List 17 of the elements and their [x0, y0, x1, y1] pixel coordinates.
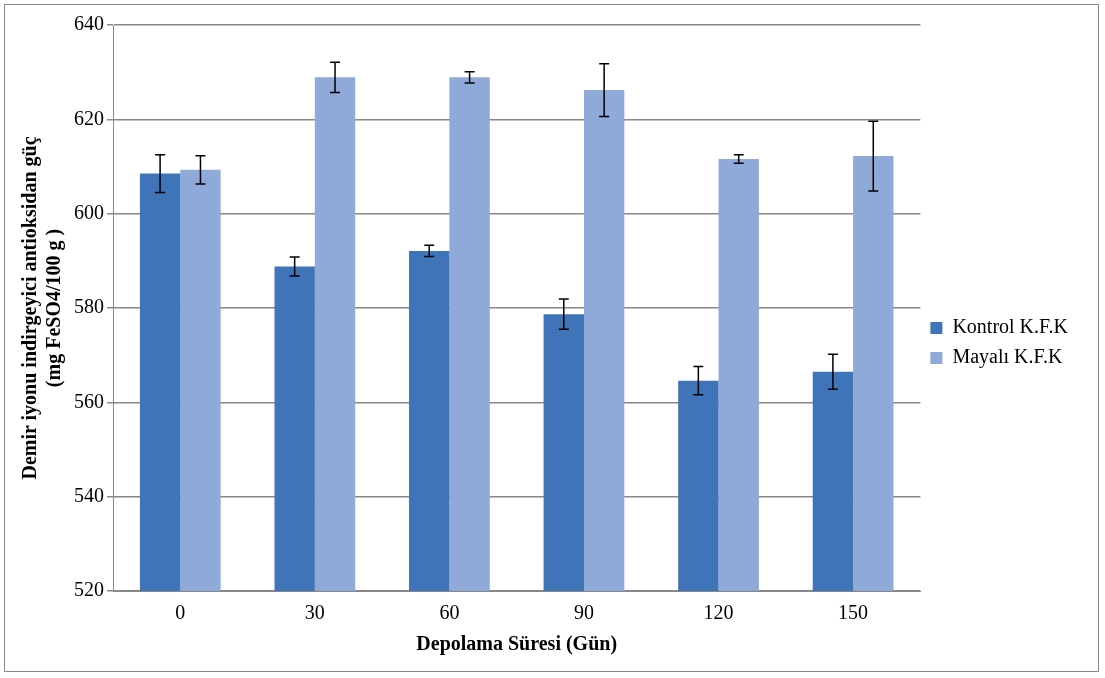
y-tick-label: 620	[74, 106, 104, 129]
x-tick-label: 30	[304, 601, 325, 624]
legend-label: Kontrol K.F.K	[952, 315, 1069, 338]
y-tick-label: 640	[74, 12, 104, 35]
x-tick-label: 90	[573, 601, 594, 624]
y-tick-label: 580	[74, 295, 104, 318]
x-tick-label: 60	[439, 601, 460, 624]
y-tick-label: 520	[74, 578, 104, 601]
legend-label: Mayalı K.F.K	[952, 345, 1063, 369]
x-tick-label: 120	[703, 601, 734, 624]
x-tick-label: 150	[838, 601, 869, 624]
y-axis-title: Demir iyonu indirgeyici antioksidan güç (mg FeSO4/100 g )	[18, 136, 66, 480]
y-tick-label: 600	[74, 200, 104, 223]
y-tick-label: 540	[74, 483, 104, 506]
x-axis-title: Depolama Süresi (Gün)	[416, 632, 618, 656]
x-tick-label: 0	[175, 601, 186, 624]
y-tick-label: 560	[74, 389, 104, 412]
